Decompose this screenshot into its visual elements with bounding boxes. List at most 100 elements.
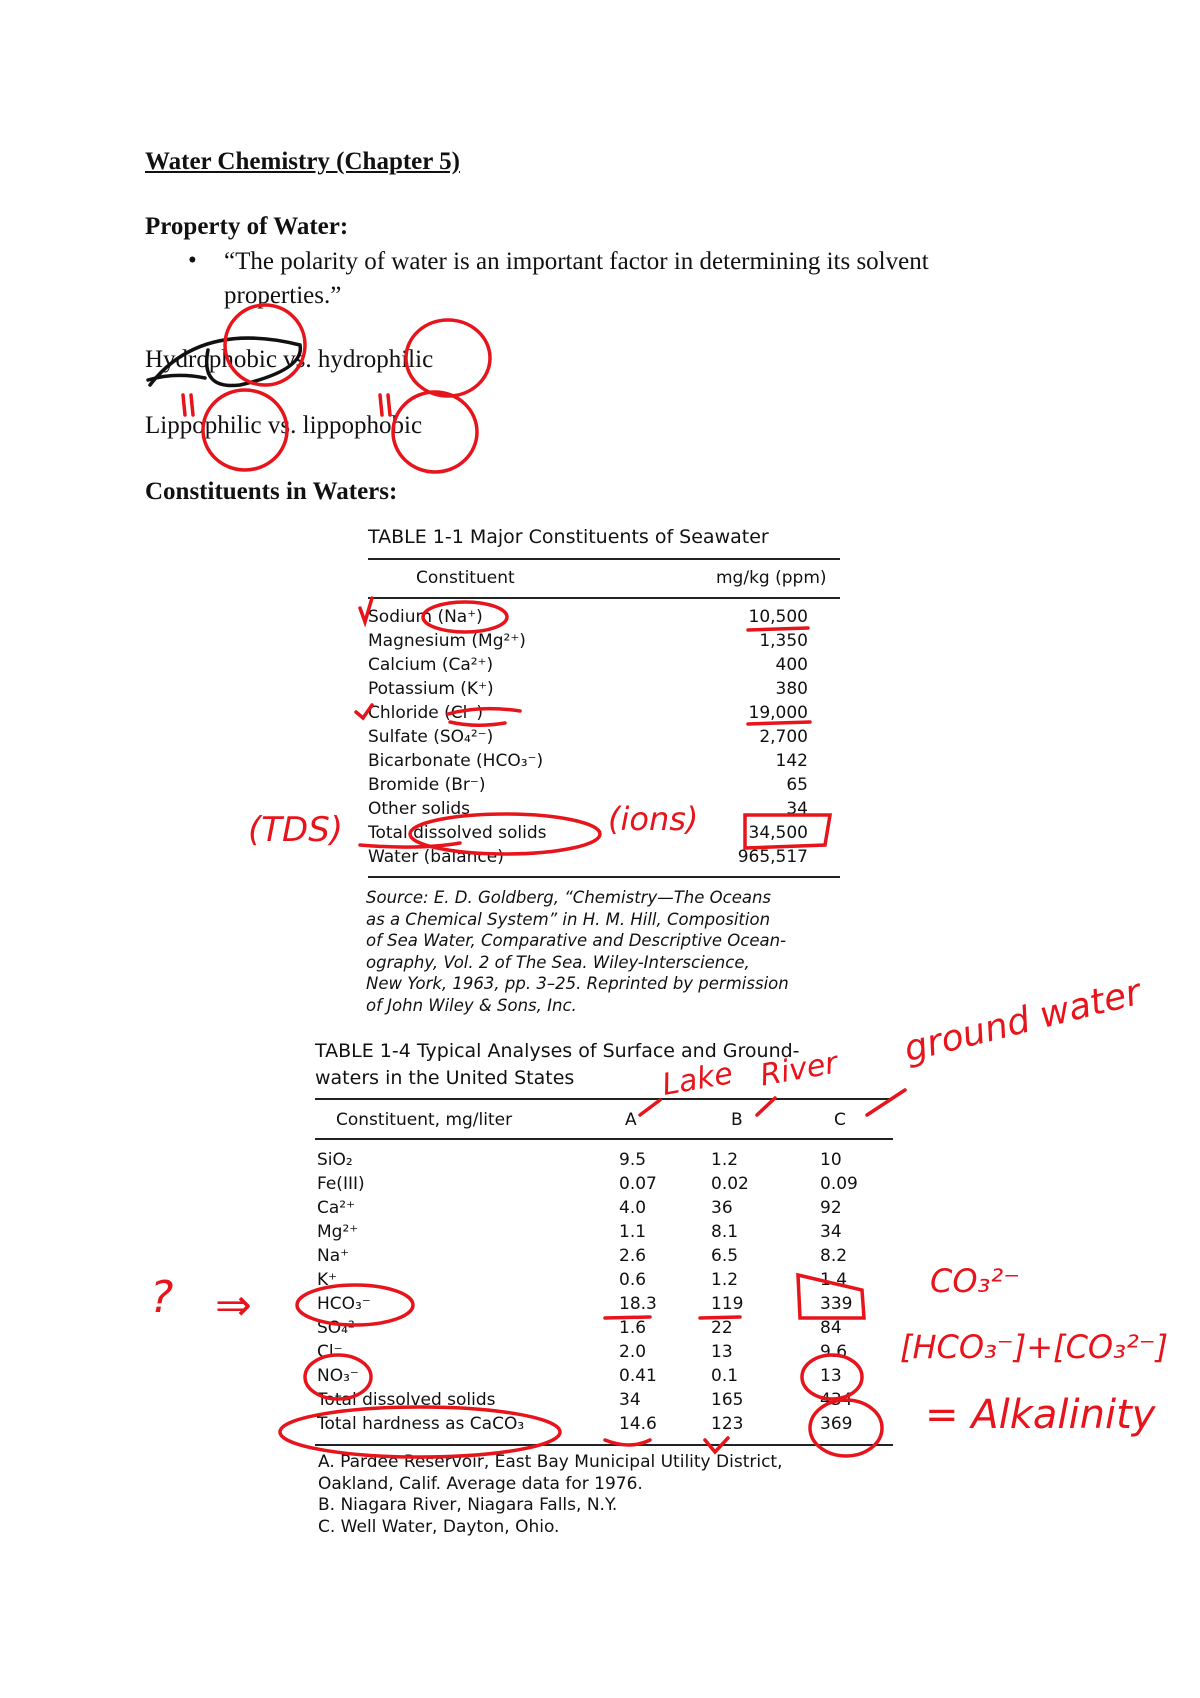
table4-value-b: 1.2 [711,1150,739,1170]
bullet-text-line2: properties.” [224,282,342,309]
table4-value-a: 0.07 [619,1174,657,1194]
table4-header-c: C [834,1110,846,1130]
bullet-text-line1: “The polarity of water is an important f… [224,248,929,275]
bullet-icon: • [188,247,197,274]
table4-value-c: 13 [820,1366,842,1386]
footnote-line: C. Well Water, Dayton, Ohio. [318,1517,560,1538]
table1-header-constituent: Constituent [416,568,515,588]
table4-value-c: 434 [820,1390,853,1410]
table4-value-a: 1.1 [619,1222,647,1242]
table1-title: TABLE 1-1 Major Constituents of Seawater [368,526,769,548]
table1-value: 1,350 [759,631,808,651]
table4-value-a: 0.41 [619,1366,657,1386]
table4-value-c: 369 [820,1414,853,1434]
footnote-line: B. Niagara River, Niagara Falls, N.Y. [318,1495,618,1516]
table1-value: 400 [775,655,808,675]
table1-constituent: Bicarbonate (HCO₃⁻) [368,751,544,771]
table1-value: 34,500 [748,823,808,843]
handwriting-ions: (ions) [608,800,699,838]
table4-constituent: Na⁺ [317,1246,350,1266]
table4-value-b: 22 [711,1318,733,1338]
footnote-line: A. Pardee Reservoir, East Bay Municipal … [318,1452,783,1472]
table1-value: 19,000 [748,703,808,723]
table4-value-b: 165 [711,1390,744,1410]
table4-value-c: 8.2 [820,1246,848,1266]
table1-constituent: Chloride (Cl⁻) [368,703,483,723]
table1-header-value: mg/kg (ppm) [716,568,827,588]
table4-value-a: 0.6 [619,1270,647,1290]
table4-value-c: 84 [820,1318,842,1338]
arrow-icon: ⇒ [215,1280,252,1331]
divider [368,876,840,878]
handwriting-lake: Lake [659,1056,736,1103]
table1-constituent: Calcium (Ca²⁺) [368,655,494,675]
table4-value-c: 92 [820,1198,842,1218]
table1-constituent: Water (balance) [368,847,504,867]
table4-value-c: 9.6 [820,1342,848,1362]
table4-constituent: Total dissolved solids [317,1390,496,1410]
section-heading-constituents: Constituents in Waters: [145,478,398,505]
table4-header-constituent: Constituent, mg/liter [336,1110,513,1130]
table4-value-a: 34 [619,1390,641,1410]
source-line: New York, 1963, pp. 3–25. Reprinted by p… [366,974,789,993]
table4-value-b: 1.2 [711,1270,739,1290]
table4-value-b: 6.5 [711,1246,739,1266]
table1-value: 965,517 [737,847,808,867]
table4-value-c: 10 [820,1150,842,1170]
page-title: Water Chemistry (Chapter 5) [145,148,460,175]
table4-constituent: Cl⁻ [317,1342,343,1362]
table4-constituent: SiO₂ [317,1150,353,1170]
table4-value-b: 0.02 [711,1174,749,1194]
handwriting-co3: CO₃²⁻ [930,1262,1021,1300]
table4-value-a: 14.6 [619,1414,657,1434]
table1-value: 380 [775,679,808,699]
footnote-line: Oakland, Calif. Average data for 1976. [318,1473,643,1494]
table4-value-a: 18.3 [619,1294,657,1314]
table4-value-c: 339 [820,1294,853,1314]
divider [368,597,840,599]
table4-value-c: 1.4 [820,1270,848,1290]
source-line: Source: E. D. Goldberg, “Chemistry—The O… [366,888,772,907]
table4-title-line1: TABLE 1-4 Typical Analyses of Surface an… [315,1040,800,1062]
table1-constituent: Potassium (K⁺) [368,679,494,699]
table4-value-b: 119 [711,1294,744,1314]
table4-header-b: B [731,1110,743,1130]
table1-constituent: Bromide (Br⁻) [368,775,486,795]
divider [315,1098,893,1100]
table4-value-c: 0.09 [820,1174,858,1194]
table4-value-a: 4.0 [619,1198,647,1218]
handwriting-sum: [HCO₃⁻]+[CO₃²⁻] [900,1328,1169,1366]
divider [315,1138,893,1140]
table4-constituent: NO₃⁻ [317,1366,359,1386]
divider [315,1444,893,1446]
source-line: of John Wiley & Sons, Inc. [366,995,577,1015]
table1-constituent: Sulfate (SO₄²⁻) [368,727,494,747]
table4-constituent: K⁺ [317,1270,338,1290]
source-line: ography, Vol. 2 of The Sea. Wiley-Inters… [366,952,750,972]
table4-constituent: SO₄²⁻ [317,1318,364,1338]
table1-value: 34 [786,799,808,819]
table1-value: 10,500 [748,607,808,627]
table1-constituent: Total dissolved solids [368,823,547,843]
table4-value-b: 36 [711,1198,733,1218]
table4-constituent: Fe(III) [317,1174,365,1194]
handwriting-tds: (TDS) [248,810,344,850]
section-heading-property: Property of Water: [145,213,349,240]
table4-value-b: 8.1 [711,1222,739,1242]
table4-value-a: 2.6 [619,1246,647,1266]
table1-value: 2,700 [759,727,808,747]
table4-header-a: A [625,1110,637,1130]
table1-value: 65 [786,775,808,795]
table4-value-b: 123 [711,1414,744,1434]
table4-value-a: 9.5 [619,1150,647,1170]
table1-value: 142 [775,751,808,771]
table1-constituent: Sodium (Na⁺) [368,607,483,627]
handwriting-question: ? [150,1272,174,1323]
table1-constituent: Magnesium (Mg²⁺) [368,631,526,651]
table4-constituent: HCO₃⁻ [317,1294,371,1314]
table4-title-line2: waters in the United States [315,1067,575,1089]
table4-constituent: Mg²⁺ [317,1222,359,1242]
lipophilic-line: Lippophilic vs. lippophobic [145,412,423,439]
hydrophobic-line: Hydrophobic vs. hydrophilic [145,346,434,373]
